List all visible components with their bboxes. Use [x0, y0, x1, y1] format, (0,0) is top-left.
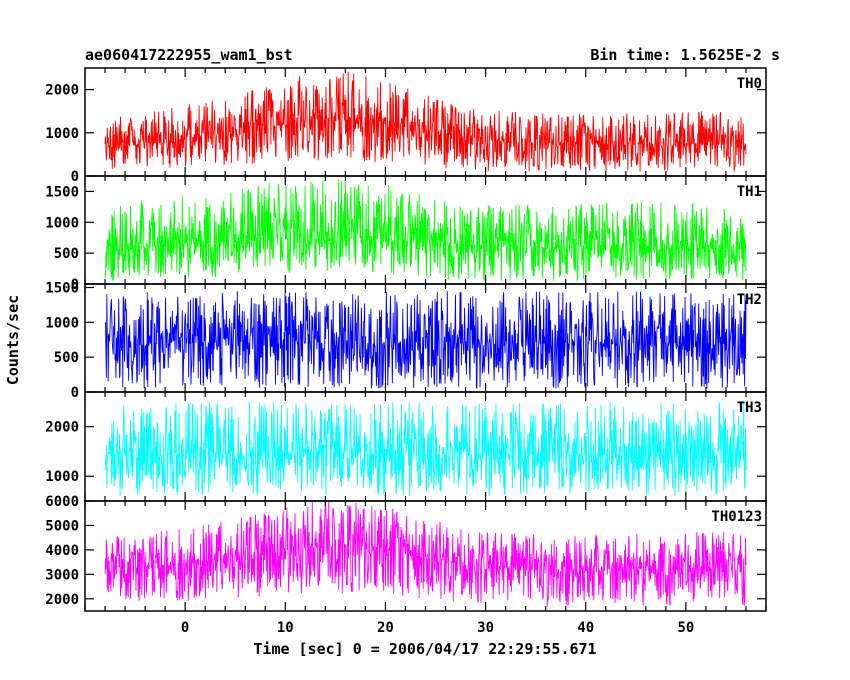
y-tick-label: 1000	[45, 469, 79, 485]
panel-th3: 1000 2000 TH3	[45, 391, 767, 502]
y-tick-label: 1000	[45, 215, 79, 231]
y-tick-label: 5000	[45, 518, 79, 534]
panel-th0123: 2000 3000 4000 5000 6000 TH0123	[45, 494, 767, 612]
y-tick-label: 1000	[45, 126, 79, 142]
x-tick-label: 10	[277, 620, 294, 636]
y-tick-label: 500	[54, 350, 79, 366]
y-tick-label: 1500	[45, 184, 79, 200]
y-tick-label: 4000	[45, 543, 79, 559]
series-line-th2	[104, 291, 747, 389]
series-line-th0123	[104, 501, 747, 607]
y-tick-label: 500	[54, 246, 79, 262]
panel-th1: 0 500 1000 1500 TH1	[45, 175, 767, 293]
panel-label: TH0	[737, 76, 762, 92]
x-tick-label: 40	[577, 620, 594, 636]
series-line-th3	[104, 401, 747, 497]
panel-label: TH2	[737, 292, 762, 308]
y-tick-label: 0	[71, 277, 79, 293]
y-tick-label: 2000	[45, 420, 79, 436]
x-axis-label: Time [sec] 0 = 2006/04/17 22:29:55.671	[253, 640, 596, 658]
x-tick-labels: 0 10 20 30 40 50	[181, 620, 694, 636]
y-tick-label: 1000	[45, 315, 79, 331]
series-line-th1	[104, 179, 747, 281]
panel-label: TH1	[737, 184, 762, 200]
y-axis-label: Counts/sec	[4, 295, 22, 385]
x-tick-label: 50	[677, 620, 694, 636]
series-line-th0	[104, 71, 747, 172]
chart-title: ae060417222955_wam1_bst	[85, 46, 293, 64]
panel-label: TH3	[737, 400, 762, 416]
y-tick-label: 0	[71, 169, 79, 185]
y-tick-label: 0	[71, 385, 79, 401]
y-tick-label: 1500	[45, 280, 79, 296]
panel-th2: 0 500 1000 1500 TH2	[45, 280, 767, 401]
panel-th0: 0 1000 2000 TH0	[45, 67, 767, 185]
x-tick-label: 0	[181, 620, 189, 636]
x-tick-label: 20	[377, 620, 394, 636]
panel-label: TH0123	[711, 509, 762, 525]
y-tick-label: 6000	[45, 494, 79, 510]
x-tick-label: 30	[477, 620, 494, 636]
y-tick-label: 3000	[45, 567, 79, 583]
bin-time-label: Bin time: 1.5625E-2 s	[590, 46, 780, 64]
y-tick-label: 2000	[45, 592, 79, 608]
y-tick-label: 2000	[45, 83, 79, 99]
